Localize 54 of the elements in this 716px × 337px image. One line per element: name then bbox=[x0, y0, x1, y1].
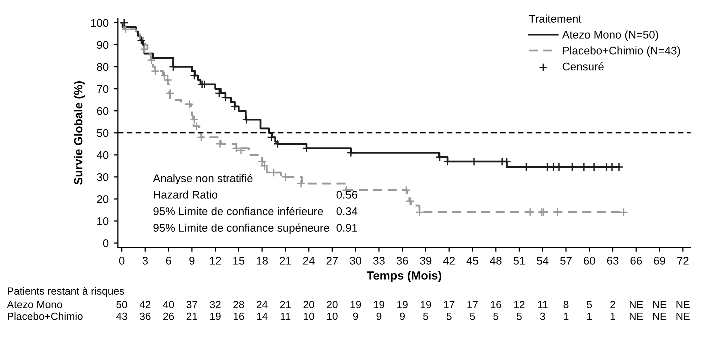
x-tick-label: 48 bbox=[490, 257, 502, 265]
legend-label: Censuré bbox=[562, 62, 604, 71]
x-tick-label: 60 bbox=[584, 257, 596, 265]
x-tick-label: 36 bbox=[396, 257, 408, 265]
x-tick-label: 9 bbox=[190, 257, 195, 265]
annotation: 95% Limite de confiance supéneure bbox=[154, 224, 330, 234]
x-axis-title: Temps (Mois) bbox=[367, 271, 442, 282]
x-tick-label: 3 bbox=[142, 257, 148, 265]
x-tick-label: 21 bbox=[280, 257, 292, 265]
x-tick-label: 69 bbox=[654, 257, 666, 265]
x-tick-label: 51 bbox=[514, 257, 526, 265]
legend-label: Atezo Mono (N=50) bbox=[562, 30, 658, 42]
x-tick-label: 27 bbox=[326, 257, 338, 265]
annotation: Analyse non stratifié bbox=[153, 174, 253, 185]
legend-title: Traitement bbox=[529, 14, 582, 23]
annotation: 0.91 bbox=[336, 224, 358, 232]
x-tick-label: 18 bbox=[256, 257, 268, 265]
text: Atezo Mono bbox=[7, 301, 62, 308]
legend-label: Placebo+Chimio (N=43) bbox=[563, 46, 680, 57]
text: Patients restant à risques bbox=[8, 287, 124, 298]
x-tick-label: 45 bbox=[466, 257, 478, 265]
annotation: 0.34 bbox=[336, 208, 358, 216]
text: 43 36 26 21 19 16 14 11 10 10 9 9 9 5 5 5 5 5 3 1 1 1 NE NE NE bbox=[116, 312, 690, 320]
text: Placebo+Chimio bbox=[8, 312, 83, 320]
annotation: 0.56 bbox=[336, 191, 358, 199]
y-tick-label: 40 bbox=[97, 151, 109, 160]
y-tick-label: 0 bbox=[103, 240, 109, 248]
x-tick-label: 12 bbox=[210, 257, 222, 265]
x-tick-label: 42 bbox=[443, 257, 455, 265]
x-tick-label: 33 bbox=[373, 257, 385, 265]
y-tick-label: 80 bbox=[97, 63, 109, 72]
y-tick-label: 10 bbox=[98, 218, 109, 226]
x-tick-label: 54 bbox=[537, 257, 549, 265]
y-tick-label: 90 bbox=[97, 41, 109, 50]
annotation: 95% Limite de confiance inférieure bbox=[154, 207, 324, 216]
x-tick-label: 63 bbox=[607, 257, 619, 265]
x-tick-label: 30 bbox=[350, 257, 362, 265]
y-tick-label: 70 bbox=[97, 85, 109, 94]
x-tick-label: 57 bbox=[560, 257, 572, 265]
x-tick-label: 6 bbox=[166, 257, 172, 265]
y-tick-label: 60 bbox=[97, 107, 109, 116]
text: 50 42 40 37 32 28 24 21 20 20 19 19 19 19 17 17 16 12 11 8 5 2 NE NE NE bbox=[116, 301, 690, 308]
y-tick-label: 50 bbox=[97, 129, 109, 138]
x-tick-label: 24 bbox=[303, 257, 315, 265]
x-tick-label: 39 bbox=[420, 257, 432, 265]
y-tick-label: 100 bbox=[91, 19, 109, 28]
x-tick-label: 66 bbox=[630, 257, 642, 265]
y-tick-label: 20 bbox=[97, 195, 109, 204]
x-tick-label: 72 bbox=[678, 257, 689, 265]
y-axis-title: Survie Globale (%) bbox=[74, 82, 86, 185]
annotation: Hazard Ratio bbox=[154, 190, 218, 199]
y-tick-label: 30 bbox=[97, 173, 109, 182]
x-tick-label: 15 bbox=[234, 257, 245, 265]
x-tick-label: 0 bbox=[119, 257, 125, 265]
